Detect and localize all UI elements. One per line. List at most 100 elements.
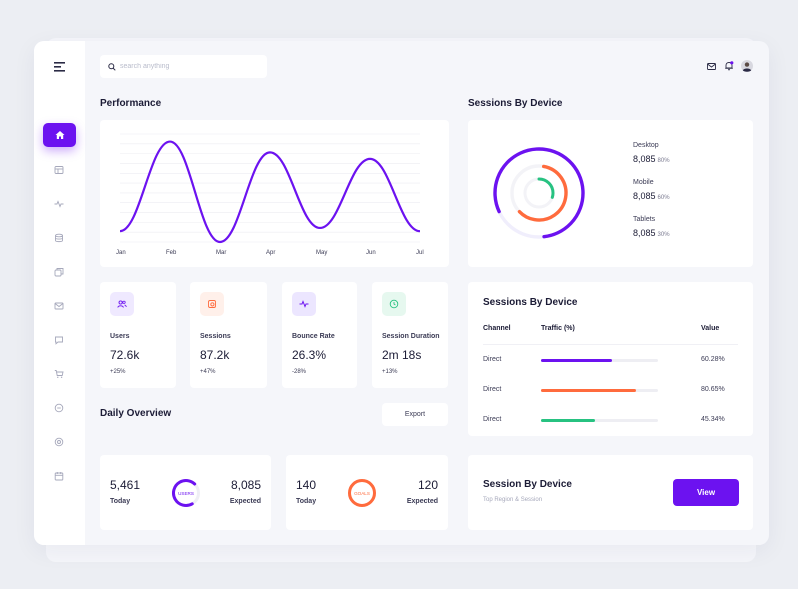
device-count: 8,085 [633, 228, 656, 238]
stat-change: +13% [382, 369, 398, 375]
users-expected-value: 8,085 [230, 478, 261, 492]
session-cta-title: Session By Device [483, 479, 572, 490]
traffic-bar [541, 389, 658, 392]
dashboard-window: Performance Jan Feb Mar Apr May Jun Jul Users 7… [34, 41, 769, 545]
sidebar-item-messages[interactable] [50, 399, 68, 417]
overview-goals-card: 140 Today GOALS 120 Expected [286, 455, 448, 530]
device-percent: 80% [657, 158, 670, 164]
bell-icon[interactable] [724, 61, 734, 71]
row-value: 80.65% [701, 386, 725, 393]
goals-today-label: Today [296, 498, 317, 505]
message-circle-icon [54, 403, 64, 413]
users-today-value: 5,461 [110, 478, 141, 492]
mail-icon[interactable] [707, 63, 716, 70]
layout-icon [54, 166, 64, 174]
sidebar-item-target[interactable] [50, 433, 68, 451]
row-value: 60.28% [701, 356, 725, 363]
sessions-icon [200, 292, 224, 316]
x-axis-label: Jun [366, 250, 376, 256]
ring-arc-desktop [493, 147, 585, 239]
view-button[interactable]: View [673, 479, 739, 506]
device-value: 8,085 30% [633, 228, 670, 238]
device-count: 8,085 [633, 154, 656, 164]
calendar-icon [54, 472, 64, 481]
copy-icon [54, 268, 64, 277]
traffic-bar [541, 419, 658, 422]
performance-title: Performance [100, 98, 162, 109]
traffic-bar-fill [541, 359, 613, 362]
home-icon [55, 131, 64, 139]
chat-icon [55, 336, 63, 345]
search-input[interactable] [120, 63, 260, 70]
users-icon [110, 292, 134, 316]
activity-icon [54, 200, 64, 208]
stat-card: Users 72.6k +25% [100, 282, 176, 388]
row-value: 45.34% [701, 416, 725, 423]
ring-arc-mobile [510, 164, 568, 222]
column-traffic: Traffic (%) [541, 325, 575, 332]
export-button[interactable]: Export [382, 403, 448, 426]
avatar[interactable] [741, 60, 753, 72]
device-percent: 60% [657, 195, 670, 201]
device-count: 8,085 [633, 191, 656, 201]
stat-value: 72.6k [110, 348, 140, 362]
stat-label: Bounce Rate [292, 333, 335, 340]
users-expected-label: Expected [229, 498, 261, 505]
traffic-table-title: Sessions By Device [483, 297, 578, 308]
device-name: Desktop [633, 142, 659, 149]
users-today-label: Today [110, 498, 131, 505]
stat-label: Sessions [200, 333, 231, 340]
x-axis-label: Jul [416, 250, 424, 256]
sidebar-item-copy[interactable] [50, 263, 68, 281]
database-icon [55, 233, 63, 243]
x-axis-label: Jan [116, 250, 126, 256]
sidebar-item-calendar[interactable] [50, 467, 68, 485]
activity-icon [292, 292, 316, 316]
device-name: Mobile [633, 179, 654, 186]
sidebar-item-home[interactable] [43, 123, 76, 147]
traffic-bar-fill [541, 389, 636, 392]
mail-icon [54, 302, 64, 310]
goals-expected-value: 120 [417, 478, 438, 492]
cart-icon [54, 370, 64, 378]
ring-arc-tablets [523, 177, 555, 209]
session-cta-subtitle: Top Region & Session [483, 497, 543, 503]
menu-icon[interactable] [54, 62, 65, 72]
sidebar-item-analytics[interactable] [50, 195, 68, 213]
device-value: 8,085 80% [633, 154, 670, 164]
device-percent: 30% [657, 232, 670, 238]
search-bar[interactable] [100, 55, 267, 78]
table-divider [483, 344, 738, 345]
sidebar-item-chat[interactable] [50, 331, 68, 349]
target-icon [54, 437, 64, 447]
sidebar-item-mail[interactable] [50, 297, 68, 315]
device-value: 8,085 60% [633, 191, 670, 201]
stat-change: +47% [200, 369, 216, 375]
performance-line [119, 140, 421, 244]
goals-ring: GOALS [348, 479, 376, 507]
x-axis-label: May [316, 250, 328, 256]
stat-value: 87.2k [200, 348, 230, 362]
stat-card: Bounce Rate 26.3% -28% [282, 282, 357, 388]
traffic-bar-fill [541, 419, 595, 422]
stat-change: -28% [292, 369, 307, 375]
sidebar-item-database[interactable] [50, 229, 68, 247]
stat-label: Session Duration [382, 333, 440, 340]
stat-change: +25% [110, 369, 126, 375]
goals-today-value: 140 [296, 478, 317, 492]
daily-overview-title: Daily Overview [100, 408, 172, 419]
sidebar-item-layout[interactable] [50, 161, 68, 179]
performance-card [100, 120, 449, 267]
stat-card: Session Duration 2m 18s +13% [372, 282, 448, 388]
clock-icon [382, 292, 406, 316]
x-axis-label: Mar [216, 250, 227, 256]
search-icon [108, 62, 116, 71]
stat-card: Sessions 87.2k +47% [190, 282, 267, 388]
sessions-by-device-title: Sessions By Device [468, 98, 563, 109]
column-value: Value [701, 325, 720, 332]
device-name: Tablets [633, 216, 656, 223]
traffic-bar [541, 359, 658, 362]
sidebar-item-cart[interactable] [50, 365, 68, 383]
stat-value: 2m 18s [382, 348, 422, 362]
performance-chart [119, 133, 421, 244]
